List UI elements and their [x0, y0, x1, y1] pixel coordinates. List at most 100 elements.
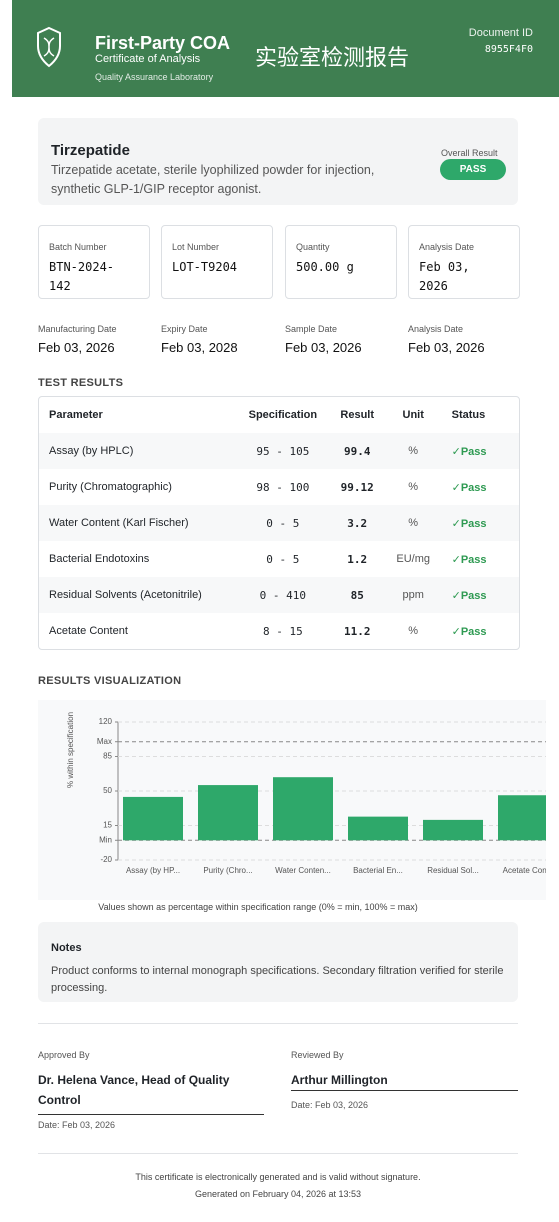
- chart: % within specification -20 Min 15 50 85 Max 12…: [38, 700, 546, 900]
- y-tick-label: Min: [99, 835, 112, 844]
- signature-name: Arthur Millington: [291, 1070, 518, 1091]
- x-tick-label: Water Conten...: [275, 866, 331, 875]
- product-description: Tirzepatide acetate, sterile lyophilized…: [51, 163, 375, 196]
- field-box: Lot Number LOT-T9204: [161, 225, 273, 299]
- table-cell: 99.12: [340, 480, 374, 494]
- table-cell: EU/mg: [396, 553, 430, 565]
- chart-note: Values shown as percentage within specif…: [98, 902, 418, 912]
- table-cell: %: [408, 481, 419, 493]
- y-tick-label: -20: [100, 855, 112, 864]
- table-row: Acetate Content 8 - 15 11.2% Pass: [39, 613, 519, 649]
- x-tick-label: Bacterial En...: [353, 866, 403, 875]
- table-cell: 98 - 100: [256, 480, 310, 494]
- notes-title: Notes: [51, 942, 82, 954]
- section-heading: TEST RESULTS: [38, 377, 124, 389]
- table-cell: 99.4: [327, 433, 387, 469]
- y-tick-label: 50: [103, 786, 112, 795]
- table-cell: 1.2: [347, 552, 368, 566]
- table-cell: Bacterial Endotoxins: [49, 553, 150, 565]
- signature-label: Approved By: [38, 1050, 90, 1060]
- field-box: Quantity 500.00 g: [285, 225, 397, 299]
- column-header: Specification: [248, 409, 318, 421]
- results-table: Parameter Specification Result Unit Status As…: [39, 397, 519, 649]
- table-cell: Pass: [440, 541, 519, 577]
- field-label: Quantity: [296, 242, 330, 252]
- footer-line: Generated on February 04, 2026 at 13:53: [194, 1189, 362, 1199]
- divider: [38, 1023, 518, 1024]
- table-cell: Pass: [440, 469, 519, 505]
- y-axis-label: % within specification: [66, 712, 75, 788]
- y-tick-label: Max: [97, 737, 112, 746]
- x-tick-label: Residual Sol...: [427, 866, 479, 875]
- field-box: Batch Number BTN-2024-142: [38, 225, 150, 299]
- date-value: Feb 03, 2028: [161, 340, 238, 355]
- date-label: Manufacturing Date: [38, 324, 117, 334]
- column-header: Parameter: [49, 409, 103, 421]
- doc-id: 8955F4F0: [484, 44, 533, 55]
- logo: [37, 26, 61, 68]
- date-value: Feb 03, 2026: [408, 340, 485, 355]
- table-cell: 0 - 410: [238, 577, 328, 613]
- divider: [38, 1153, 518, 1154]
- table-row: Bacterial Endotoxins 0 - 5 1.2 EU/mg Pass: [39, 541, 519, 577]
- table-cell: Pass: [439, 505, 519, 541]
- table-cell: %: [386, 433, 440, 469]
- column-header: Unit: [402, 409, 424, 421]
- table-cell: ppm: [386, 577, 440, 613]
- bar: [198, 785, 258, 841]
- bar: [423, 819, 483, 841]
- table-row: Purity (Chromatographic) 98 - 100 99.12% Pa…: [39, 469, 519, 505]
- date-label: Sample Date: [285, 324, 338, 334]
- header-title: First-Party COA: [95, 33, 231, 53]
- overall-label: Overall Result: [441, 148, 498, 158]
- bar: [498, 795, 546, 841]
- x-tick-label: Acetate Con...: [503, 866, 546, 875]
- field-value: BTN-2024-142: [49, 260, 115, 293]
- field-value: 500.00 g: [296, 260, 354, 274]
- table-cell: %: [386, 505, 440, 541]
- field-label: Analysis Date: [419, 242, 475, 252]
- field-value: Feb 03, 2026: [419, 260, 470, 293]
- table-cell: Water Content (Karl Fischer): [39, 505, 239, 541]
- field-label: Lot Number: [172, 242, 220, 252]
- header: First-Party COA Certificate of Analysis …: [12, 0, 559, 97]
- header-subtitle: Certificate of Analysis: [95, 53, 201, 65]
- section-heading: RESULTS VISUALIZATION: [38, 675, 182, 687]
- y-tick-label: 15: [103, 821, 112, 830]
- bar: [348, 816, 408, 841]
- x-tick-label: Purity (Chro...: [203, 866, 252, 875]
- table-row: Residual Solvents (Acetonitrile) 0 - 410 8…: [39, 577, 519, 613]
- bar: [273, 777, 333, 841]
- y-tick-label: 120: [99, 717, 113, 726]
- table-cell: Pass: [439, 577, 519, 613]
- table-cell: 8 - 15: [262, 624, 303, 638]
- table-cell: Assay (by HPLC): [39, 433, 239, 469]
- product-name: Tirzepatide: [51, 142, 130, 159]
- table-cell: 0 - 5: [266, 552, 300, 566]
- signature-name: Dr. Helena Vance, Head of Quality Contro…: [38, 1070, 264, 1115]
- footer-line: This certificate is electronically gener…: [135, 1172, 421, 1182]
- table-cell: Acetate Content: [49, 625, 128, 637]
- y-tick-label: 85: [103, 752, 112, 761]
- table-cell: Purity (Chromatographic): [49, 481, 172, 493]
- product-card: Tirzepatide Tirzepatide acetate, sterile…: [38, 118, 518, 205]
- field-label: Batch Number: [49, 242, 107, 252]
- date-label: Expiry Date: [161, 324, 208, 334]
- field-box: Analysis Date Feb 03, 2026: [408, 225, 520, 299]
- signature-label: Reviewed By: [291, 1050, 344, 1060]
- signature-date: Date: Feb 03, 2026: [291, 1100, 369, 1110]
- table-cell: 85: [327, 577, 387, 613]
- header-lab: Quality Assurance Laboratory: [95, 72, 214, 82]
- table-cell: 0 - 5: [238, 505, 328, 541]
- overall-badge: PASS: [440, 159, 506, 180]
- date-value: Feb 03, 2026: [38, 340, 115, 355]
- column-header: Result: [340, 409, 375, 421]
- table-cell: 3.2: [327, 505, 387, 541]
- signature-date: Date: Feb 03, 2026: [38, 1120, 116, 1130]
- table-cell: Pass: [440, 613, 519, 649]
- field-value: LOT-T9204: [172, 260, 238, 274]
- results-table-frame: Parameter Specification Result Unit Status As…: [38, 396, 520, 650]
- table-header-row: Parameter Specification Result Unit Status: [39, 397, 519, 433]
- header-chinese: 实验室检测报告: [255, 45, 410, 70]
